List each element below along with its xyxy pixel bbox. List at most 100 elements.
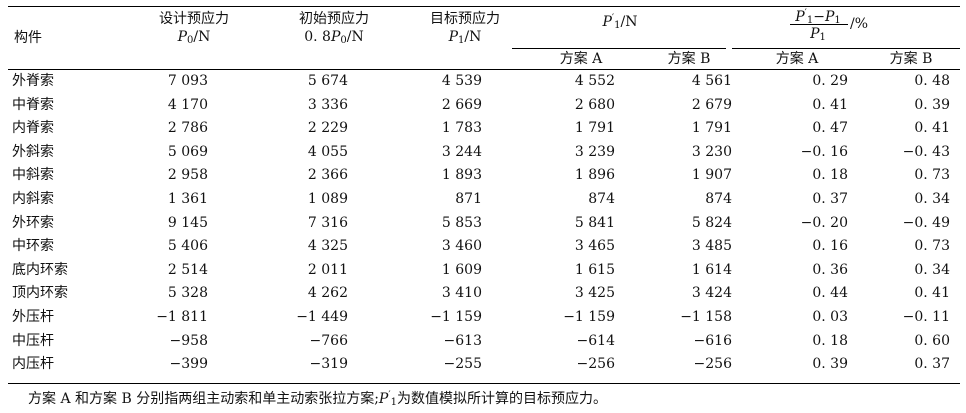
deviation-denominator: P1: [810, 26, 826, 43]
header-sim-scheme-b: 方案 B: [667, 51, 711, 67]
target-cell: −1 159: [430, 309, 482, 325]
target-cell: 3 460: [441, 238, 482, 255]
component-name-cell: 外脊索: [12, 73, 54, 89]
component-name-cell: 中压杆: [12, 332, 54, 349]
dev-b-cell: −0. 43: [902, 143, 950, 160]
dev-b-cell: 0. 73: [914, 167, 950, 184]
sim-a-cell: 2 680: [574, 96, 615, 113]
design-cell: 1 361: [167, 191, 208, 207]
dev-a-cell: 0. 36: [812, 261, 848, 278]
sim-a-cell: 5 841: [574, 214, 615, 231]
initial-cell: 7 316: [307, 214, 348, 231]
component-name-cell: 中斜索: [12, 167, 54, 184]
fraction-bar: [790, 24, 848, 25]
sim-b-cell: 3 230: [691, 143, 732, 160]
initial-cell: 1 089: [307, 191, 348, 207]
header-dev-scheme-b: 方案 B: [889, 51, 933, 67]
target-cell: 4 539: [441, 73, 482, 89]
component-name-cell: 内脊索: [12, 120, 54, 137]
component-name-cell: 中环索: [12, 238, 54, 255]
table-row: 中环索 5 406 4 325 3 460 3 465 3 485 0. 16 0. 73: [8, 235, 960, 259]
sim-a-cell: −1 159: [563, 309, 615, 325]
design-cell: −399: [169, 356, 208, 373]
target-cell: 3 244: [441, 143, 482, 160]
design-cell: −958: [169, 332, 208, 349]
design-cell: 2 786: [167, 120, 208, 137]
dev-b-cell: 0. 39: [914, 96, 950, 113]
table-row: 中压杆 −958 −766 −613 −614 −616 0. 18 0. 60: [8, 330, 960, 354]
deviation-unit: /%: [850, 16, 869, 32]
table-row: 中斜索 2 958 2 366 1 893 1 896 1 907 0. 18 0. 73: [8, 164, 960, 188]
bottom-rule: [8, 383, 960, 384]
target-cell: 1 609: [441, 261, 482, 278]
initial-cell: 3 336: [307, 96, 348, 113]
target-cell: 3 410: [441, 285, 482, 302]
sim-a-cell: −256: [576, 356, 615, 373]
initial-cell: −319: [309, 356, 348, 373]
table-row: 外环索 9 145 7 316 5 853 5 841 5 824 −0. 20 −0. 49: [8, 212, 960, 236]
component-name-cell: 内压杆: [12, 356, 54, 373]
sim-b-cell: 2 679: [691, 96, 732, 113]
header-component: 构件: [14, 30, 42, 46]
header-target: 目标预应力 P1/N: [430, 11, 500, 46]
design-cell: 5 406: [167, 238, 208, 255]
dev-a-cell: 0. 39: [812, 356, 848, 373]
simulated-subrule: [512, 48, 726, 49]
dev-b-cell: −0. 11: [902, 309, 950, 325]
dev-b-cell: 0. 41: [914, 120, 950, 137]
header-design: 设计预应力 P0/N: [159, 11, 229, 46]
initial-cell: 2 366: [307, 167, 348, 184]
design-cell: 7 093: [167, 73, 208, 89]
target-cell: 1 783: [441, 120, 482, 137]
sim-a-cell: 1 791: [574, 120, 615, 137]
component-name-cell: 外环索: [12, 214, 54, 231]
dev-b-cell: 0. 60: [914, 332, 950, 349]
initial-cell: 4 262: [307, 285, 348, 302]
sim-a-cell: −614: [576, 332, 615, 349]
sim-b-cell: 874: [705, 191, 732, 207]
header-deviation: P′1−P1 P1 /%: [768, 6, 908, 50]
component-name-cell: 内斜索: [12, 191, 54, 207]
sim-a-cell: 3 465: [574, 238, 615, 255]
initial-cell: 2 011: [307, 261, 348, 278]
dev-a-cell: 0. 18: [812, 332, 848, 349]
dev-a-cell: 0. 44: [812, 285, 848, 302]
header-dev-scheme-a: 方案 A: [775, 51, 819, 67]
sim-b-cell: 5 824: [691, 214, 732, 231]
table-row: 中脊索 4 170 3 336 2 669 2 680 2 679 0. 41 0. 39: [8, 94, 960, 118]
target-cell: 5 853: [441, 214, 482, 231]
dev-b-cell: −0. 49: [902, 214, 950, 231]
dev-b-cell: 0. 34: [914, 191, 950, 207]
dev-a-cell: −0. 16: [800, 143, 848, 160]
dev-a-cell: −0. 20: [800, 214, 848, 231]
component-name-cell: 中脊索: [12, 96, 54, 113]
sim-b-cell: 1 791: [691, 120, 732, 137]
top-rule: [8, 6, 960, 7]
table-row: 外压杆 −1 811 −1 449 −1 159 −1 159 −1 158 0. 03 −0…: [8, 306, 960, 330]
sim-b-cell: −616: [693, 332, 732, 349]
dev-a-cell: 0. 18: [812, 167, 848, 184]
sim-a-cell: 3 425: [574, 285, 615, 302]
design-cell: 4 170: [167, 96, 208, 113]
header-simulated: P′1/N: [602, 13, 638, 31]
initial-cell: −1 449: [296, 309, 348, 325]
table-note: 方案 A 和方案 B 分别指两组主动索和单主动索张拉方案;P′1为数值模拟所计算…: [28, 390, 607, 408]
component-name-cell: 顶内环索: [12, 285, 68, 302]
design-cell: 5 069: [167, 143, 208, 160]
target-cell: 871: [455, 191, 482, 207]
dev-a-cell: 0. 16: [812, 238, 848, 255]
target-cell: −613: [443, 332, 482, 349]
sim-a-cell: 874: [588, 191, 615, 207]
sim-b-cell: 3 424: [691, 285, 732, 302]
header-sim-scheme-a: 方案 A: [559, 51, 603, 67]
table-row: 内脊索 2 786 2 229 1 783 1 791 1 791 0. 47 0. 41: [8, 117, 960, 141]
initial-cell: 4 055: [307, 143, 348, 160]
dev-b-cell: 0. 73: [914, 238, 950, 255]
design-cell: 5 328: [167, 285, 208, 302]
dev-b-cell: 0. 48: [914, 73, 950, 89]
design-cell: −1 811: [156, 309, 208, 325]
design-cell: 2 514: [167, 261, 208, 278]
component-name-cell: 底内环索: [12, 261, 68, 278]
initial-cell: −766: [309, 332, 348, 349]
table-row: 内斜索 1 361 1 089 871 874 874 0. 37 0. 34: [8, 188, 960, 212]
